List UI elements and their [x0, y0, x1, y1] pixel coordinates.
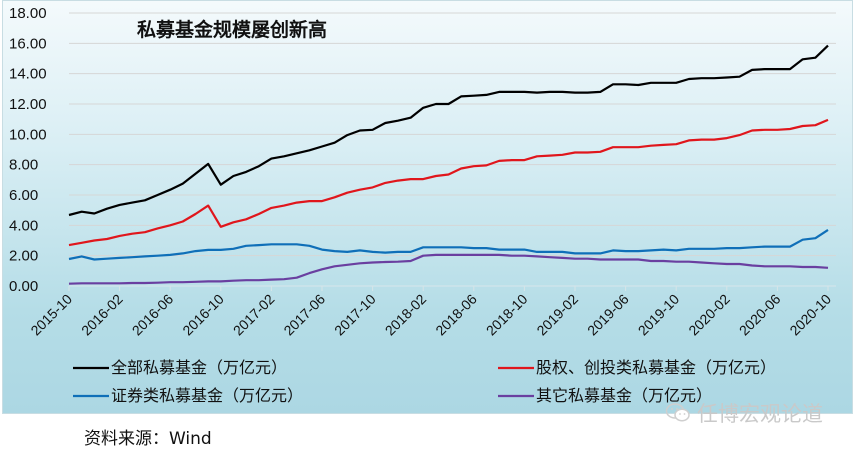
x-tick-label: 2016-10 [179, 291, 227, 339]
x-axis-ticks: 2015-10 2016-02 2016-06 2016-10 2017-02 2017-… [27, 286, 834, 338]
legend: 全部私募基金（万亿元） 股权、创投类私募基金（万亿元） 证券类私募基金（万亿元） 其它… [73, 358, 776, 405]
watermark: 任博宏观论道 [665, 398, 823, 428]
x-tick-label: 2020-10 [786, 291, 834, 339]
x-tick-label: 2016-06 [129, 291, 177, 339]
y-tick-label: 6.00 [9, 187, 38, 204]
legend-item: 其它私募基金（万亿元） [498, 386, 712, 405]
watermark-text: 任博宏观论道 [697, 402, 823, 426]
y-tick-label: 10.00 [9, 126, 47, 143]
legend-label: 股权、创投类私募基金（万亿元） [536, 358, 776, 377]
legend-label: 全部私募基金（万亿元） [111, 358, 287, 377]
legend-item: 股权、创投类私募基金（万亿元） [498, 358, 776, 377]
x-tick-label: 2019-02 [533, 291, 581, 339]
y-axis-ticks: 0.00 2.00 4.00 6.00 8.00 10.00 12.00 14.00 16.00… [9, 5, 47, 295]
x-tick-label: 2018-02 [382, 291, 430, 339]
x-tick-label: 2018-10 [483, 291, 531, 339]
series-line-3 [68, 228, 829, 261]
wechat-icon [665, 403, 690, 422]
y-tick-label: 12.00 [9, 96, 47, 113]
series-lines [68, 44, 829, 285]
x-tick-label: 2017-10 [331, 291, 379, 339]
x-tick-label: 2020-02 [685, 291, 733, 339]
x-tick-label: 2015-10 [27, 291, 75, 339]
y-tick-label: 18.00 [9, 5, 47, 22]
y-tick-label: 0.00 [9, 278, 38, 295]
series-line-2 [68, 118, 829, 247]
series-line-4 [68, 253, 829, 285]
legend-item: 全部私募基金（万亿元） [73, 358, 287, 377]
legend-item: 证券类私募基金（万亿元） [73, 386, 303, 405]
y-tick-label: 14.00 [9, 66, 47, 83]
x-tick-label: 2017-02 [230, 291, 278, 339]
x-tick-label: 2020-06 [736, 291, 784, 339]
source-note: 资料来源：Wind [84, 429, 212, 449]
line-chart: 0.00 2.00 4.00 6.00 8.00 10.00 12.00 14.00 16.00… [9, 5, 836, 405]
chart-frame: 0.00 2.00 4.00 6.00 8.00 10.00 12.00 14.00 16.00… [2, 0, 853, 414]
x-tick-label: 2017-06 [280, 291, 328, 339]
y-tick-label: 8.00 [9, 157, 38, 174]
x-tick-label: 2018-06 [432, 291, 480, 339]
legend-label: 证券类私募基金（万亿元） [111, 386, 303, 405]
gridlines [69, 12, 836, 287]
x-tick-label: 2019-06 [584, 291, 632, 339]
y-tick-label: 4.00 [9, 217, 38, 234]
legend-label: 其它私募基金（万亿元） [536, 386, 712, 405]
y-tick-label: 2.00 [9, 248, 38, 265]
chart-title: 私募基金规模屡创新高 [137, 18, 327, 41]
x-tick-label: 2019-10 [635, 291, 683, 339]
y-tick-label: 16.00 [9, 35, 47, 52]
series-line-1 [68, 44, 829, 217]
x-tick-label: 2016-02 [78, 291, 126, 339]
